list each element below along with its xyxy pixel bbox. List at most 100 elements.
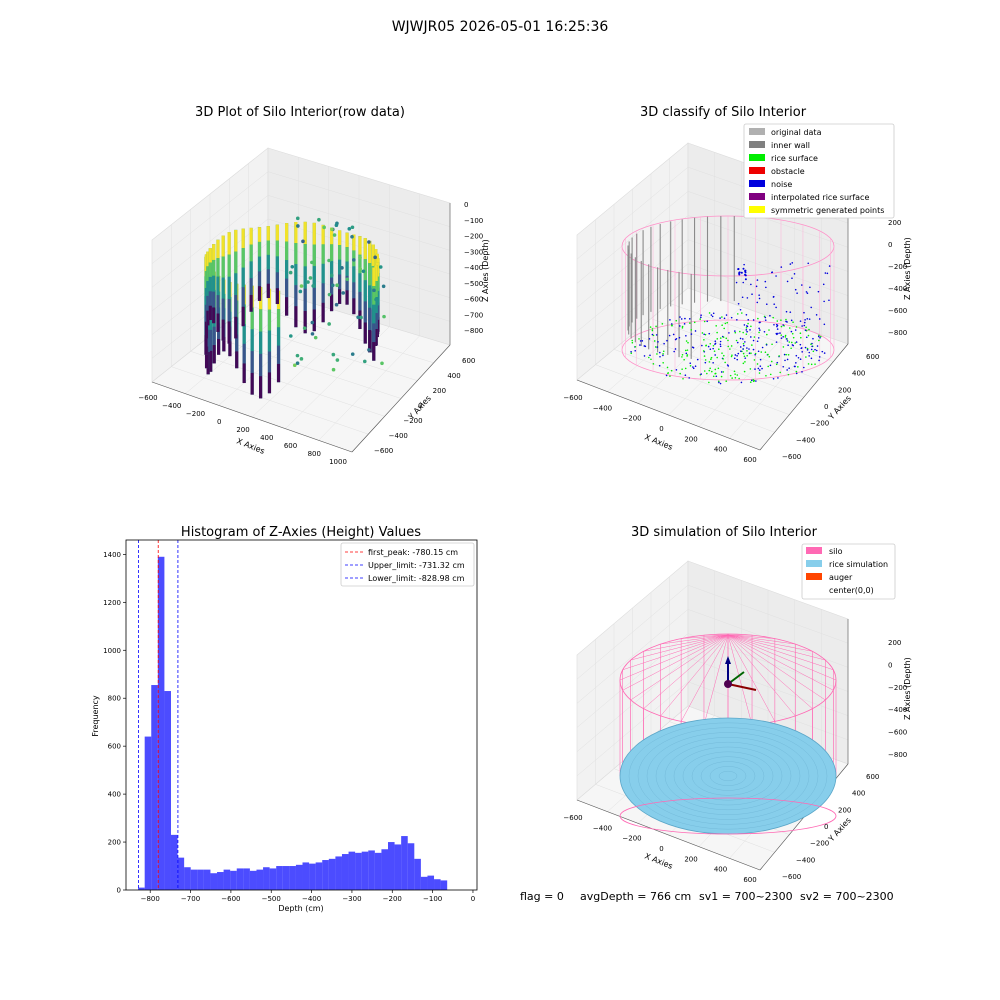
- classified-point: [658, 351, 661, 354]
- classified-point: [752, 380, 755, 383]
- raw-scatter-point: [359, 315, 363, 320]
- classified-point: [740, 381, 743, 384]
- classified-point: [689, 362, 692, 365]
- classified-point: [652, 363, 655, 365]
- panel-histogram: Histogram of Z-Axies (Height) Values −80…: [91, 525, 478, 913]
- raw-scatter-point: [358, 255, 362, 260]
- histogram-bar: [407, 843, 415, 890]
- classified-point: [759, 329, 761, 331]
- silo-roof-wire: [630, 634, 729, 701]
- classified-point: [719, 343, 722, 346]
- classified-point: [734, 373, 736, 375]
- classified-point: [742, 352, 745, 355]
- histogram-bar: [236, 868, 244, 890]
- classified-point: [761, 346, 764, 349]
- classified-point: [686, 349, 689, 351]
- classified-point: [743, 355, 746, 358]
- simulation-y-tick-label: 200: [838, 806, 851, 814]
- classified-point: [710, 356, 713, 359]
- noise-point: [739, 337, 742, 340]
- classified-point: [782, 335, 784, 338]
- classified-point: [694, 365, 697, 368]
- classified-point: [765, 344, 768, 346]
- histogram-bar: [243, 868, 250, 890]
- classified-point: [804, 346, 807, 349]
- histogram-bar: [401, 836, 408, 890]
- classified-point: [665, 374, 668, 377]
- classified-point: [786, 369, 788, 371]
- classified-point: [709, 342, 712, 345]
- noise-point: [817, 290, 820, 293]
- noise-point: [793, 273, 796, 275]
- classified-point: [776, 361, 779, 364]
- classified-point: [733, 370, 736, 373]
- noise-point: [785, 338, 788, 340]
- classified-point: [683, 358, 685, 361]
- silo-roof-wire: [703, 634, 729, 725]
- classified-point: [717, 380, 720, 383]
- grid-line: [669, 303, 834, 362]
- classified-point: [823, 352, 826, 354]
- raw-x-ticks: −600 −400 −200 0 200 400 600 800 1000: [138, 394, 347, 466]
- raw-y-tick-label: 400: [447, 372, 460, 380]
- noise-point: [804, 329, 807, 332]
- classified-point: [723, 327, 725, 330]
- classified-point: [801, 371, 803, 373]
- raw-scatter-point: [288, 270, 293, 275]
- classified-point: [780, 334, 783, 336]
- classified-point: [763, 330, 766, 333]
- noise-point: [742, 348, 744, 350]
- noise-point: [758, 294, 760, 296]
- histogram-bar: [420, 876, 428, 890]
- classified-point: [702, 350, 705, 352]
- classified-point: [755, 380, 757, 382]
- classified-point: [756, 363, 759, 365]
- classified-point: [747, 322, 749, 325]
- classified-point: [705, 344, 708, 347]
- classify-y-tick-label: −600: [782, 453, 801, 461]
- panel-classify-3d: 3D classify of Silo Interior −600 −400 −20…: [563, 105, 912, 464]
- classified-point: [703, 333, 705, 336]
- silo-roof-wire: [727, 634, 837, 681]
- raw-y-tick-label: −200: [403, 417, 422, 425]
- classified-point: [752, 348, 755, 351]
- classified-point: [699, 318, 701, 320]
- noise-point: [746, 297, 749, 299]
- rice-mesh-line: [700, 761, 756, 791]
- silo-roof-wire: [727, 634, 796, 645]
- classified-point: [669, 375, 671, 377]
- center-marker: [724, 680, 732, 688]
- noise-point: [789, 263, 792, 265]
- classified-point: [807, 334, 810, 337]
- classified-point: [779, 371, 782, 374]
- raw-x-tick-label: 600: [284, 442, 297, 450]
- classified-point: [782, 365, 785, 368]
- classified-point: [710, 370, 713, 373]
- noise-point: [803, 311, 805, 314]
- classified-point: [682, 377, 684, 380]
- classified-point: [681, 353, 684, 356]
- histogram-bar: [144, 736, 152, 890]
- classified-point: [758, 369, 761, 371]
- histogram-bar: [315, 862, 323, 890]
- raw-scatter-point: [350, 225, 355, 230]
- y-tick-label: 1000: [103, 647, 121, 655]
- rice-mesh-line: [673, 746, 783, 806]
- histogram-legend-frame: [340, 542, 475, 587]
- simulation-legend: silo rice simulation auger center(0,0): [801, 543, 896, 600]
- histogram-bar: [282, 866, 290, 890]
- y-tick-label: 200: [108, 839, 121, 847]
- raw-scatter-point: [334, 302, 339, 307]
- classified-point: [729, 374, 732, 377]
- noise-point: [803, 324, 806, 327]
- histogram-bar: [440, 880, 448, 890]
- silo-roof-wire: [660, 634, 729, 717]
- classified-point: [773, 323, 775, 326]
- classified-point: [722, 336, 725, 338]
- classified-point: [709, 348, 712, 351]
- silo-roof-wire: [643, 634, 729, 652]
- noise-point: [740, 350, 742, 353]
- raw-scatter-point: [356, 315, 360, 320]
- rice-mesh-line: [691, 756, 765, 796]
- x-axis-line: [576, 379, 761, 451]
